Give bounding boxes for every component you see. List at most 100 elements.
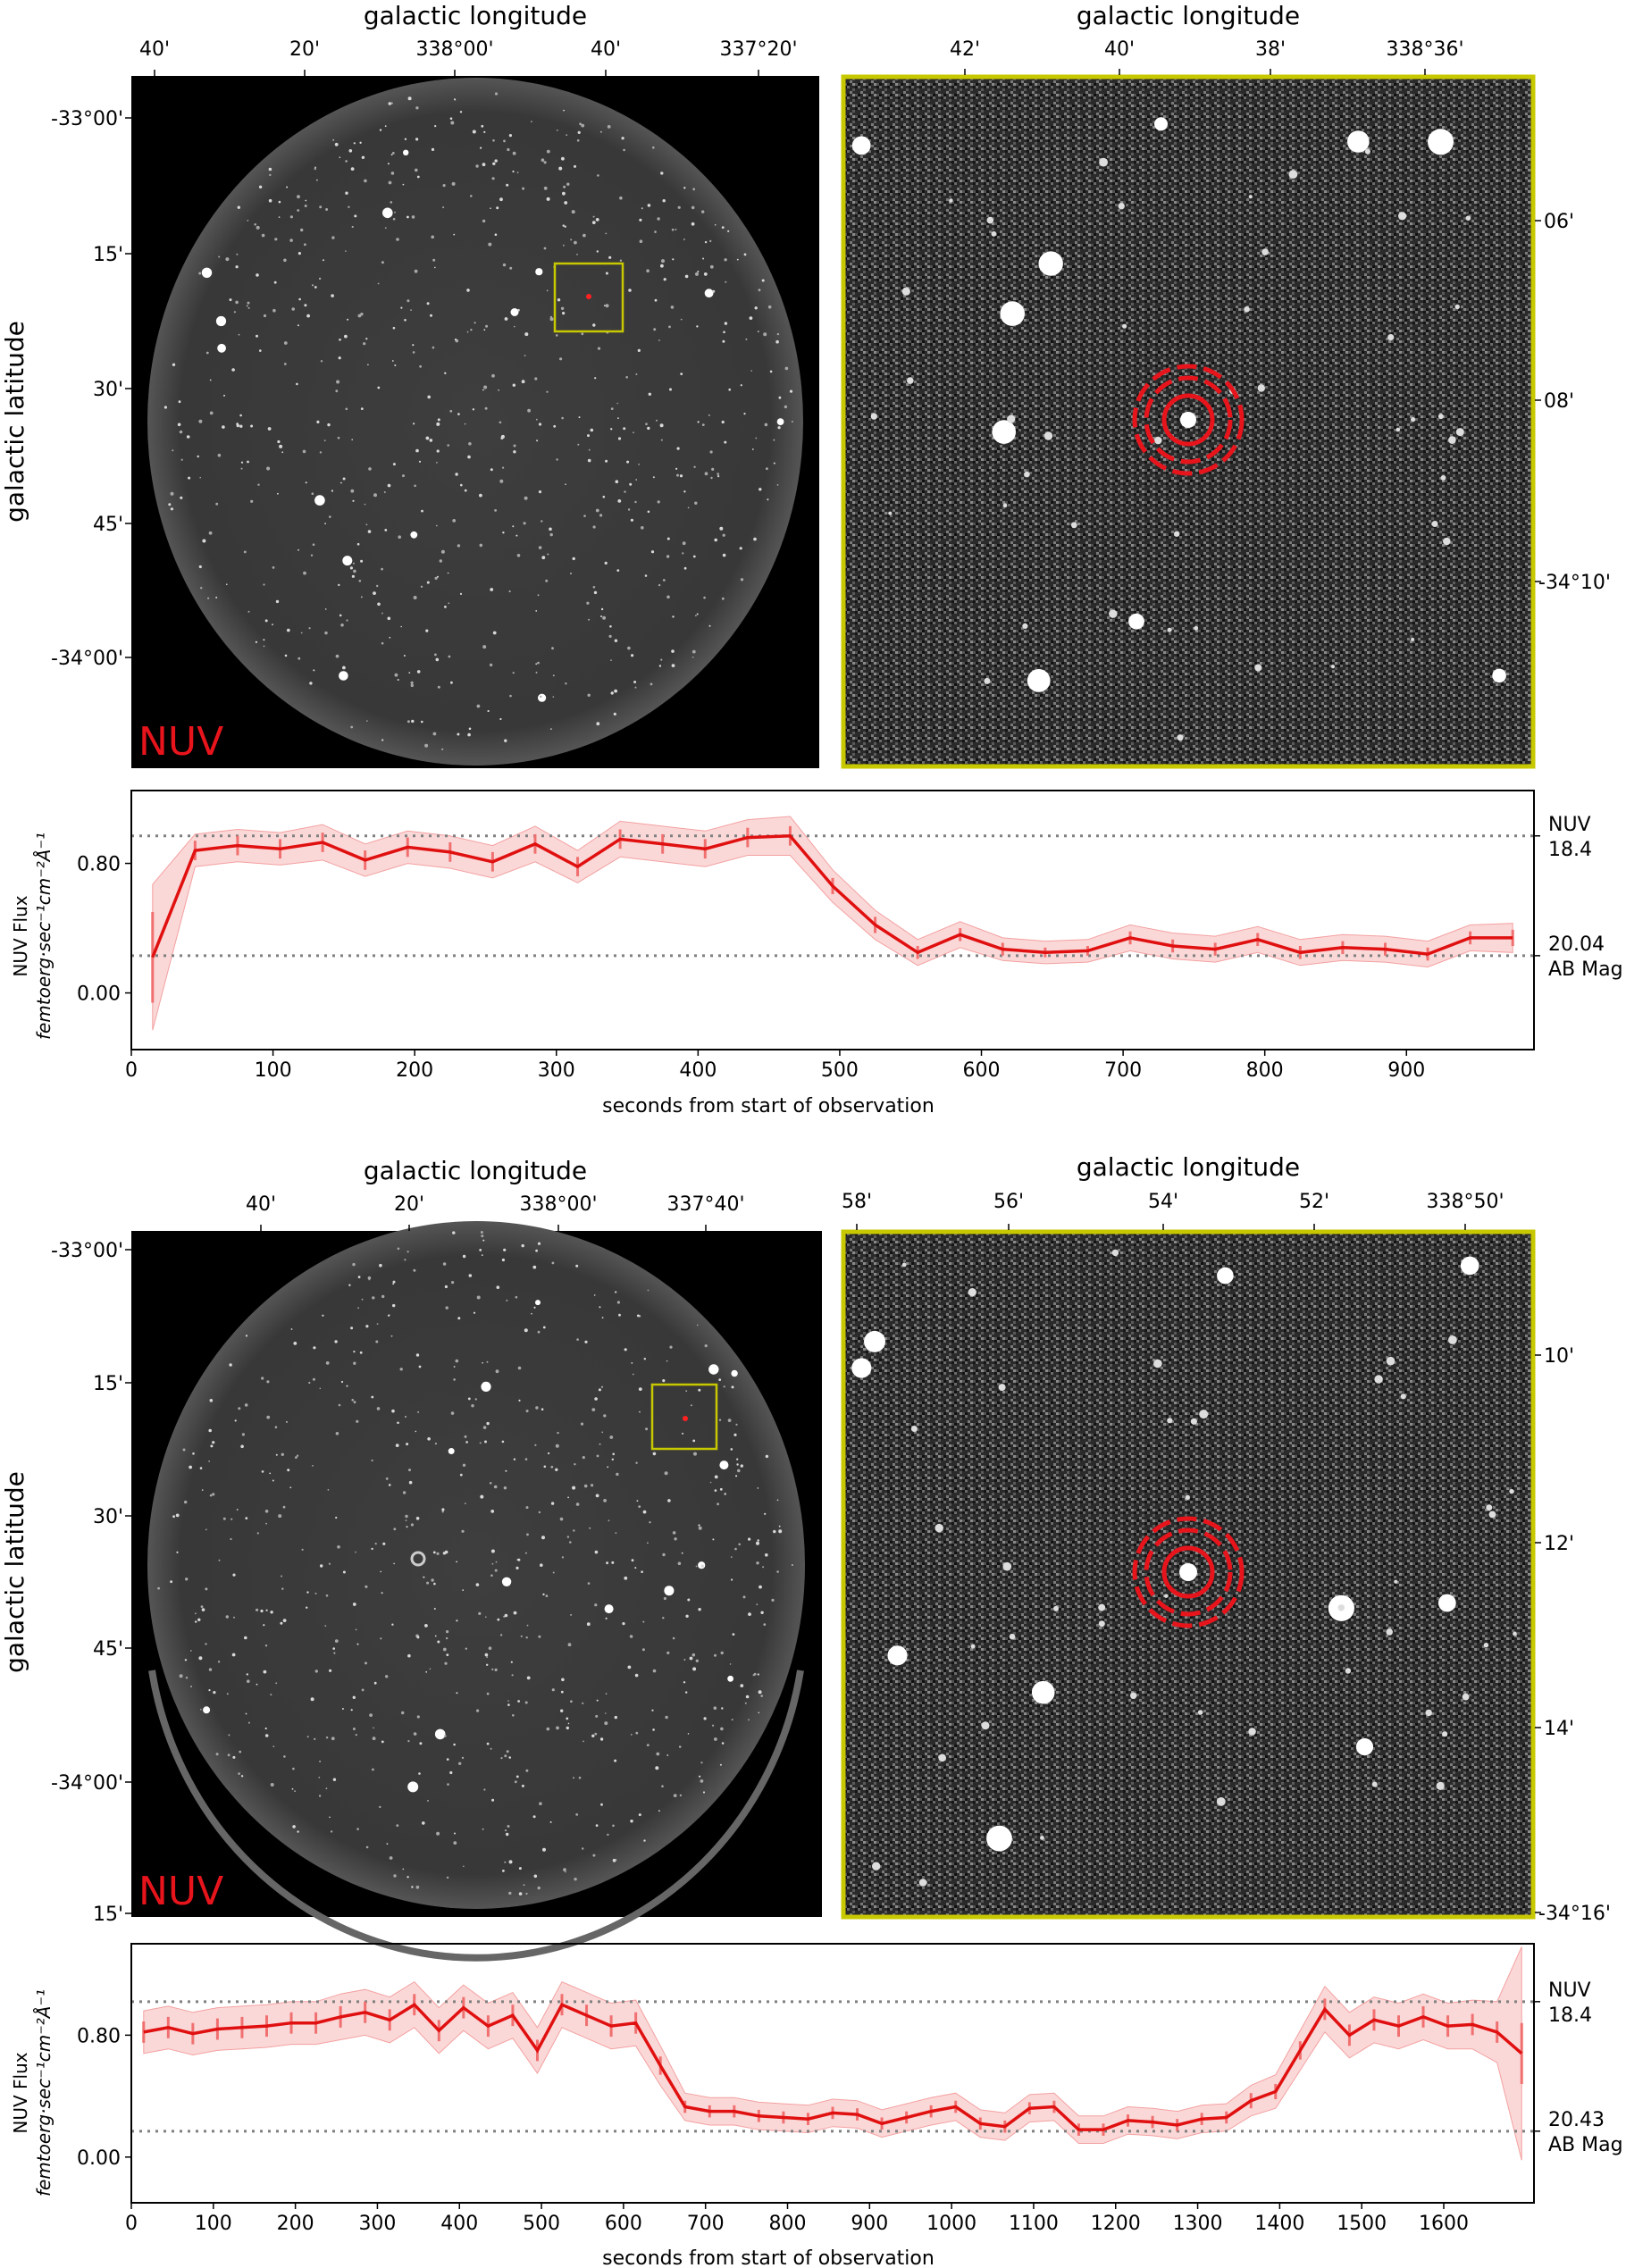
star: [605, 1617, 608, 1619]
star: [1492, 668, 1506, 683]
star: [473, 1311, 476, 1314]
star: [298, 297, 301, 301]
star: [652, 1669, 657, 1673]
star: [494, 92, 499, 96]
star: [870, 413, 877, 420]
star: [751, 448, 754, 450]
star: [501, 1258, 506, 1262]
star: [240, 1775, 244, 1778]
star: [453, 233, 456, 236]
star: [691, 649, 696, 654]
star: [203, 1706, 211, 1714]
star: [180, 458, 183, 461]
star: [610, 407, 614, 410]
star: [301, 1548, 304, 1551]
star: [608, 634, 612, 639]
star: [575, 1813, 579, 1816]
star: [373, 1681, 377, 1685]
star: [357, 1307, 359, 1310]
star: [644, 574, 648, 577]
sky-yticks-1: -33°00' 15' 30' 45' -34°00': [51, 108, 131, 670]
star: [360, 407, 364, 410]
star: [432, 346, 435, 349]
star: [366, 720, 368, 722]
star: [496, 1285, 500, 1289]
star: [1442, 1731, 1448, 1737]
star: [712, 1538, 715, 1541]
sky-ytick-2-3: 45': [93, 1638, 123, 1661]
star: [1437, 1594, 1456, 1612]
zoom-xtick-1-3: 338°36': [1386, 38, 1463, 61]
star: [721, 597, 725, 600]
star: [208, 1428, 212, 1433]
sky-ytick-1-2: 30': [93, 379, 123, 401]
star: [740, 1464, 743, 1468]
star: [1513, 1631, 1517, 1636]
star: [505, 1469, 507, 1472]
star: [391, 360, 394, 362]
star: [278, 200, 281, 204]
star: [523, 522, 526, 525]
star: [524, 355, 526, 356]
lc-ylabel-line1-1: NUV Flux: [10, 895, 31, 976]
star: [382, 1542, 386, 1545]
star: [685, 1390, 688, 1393]
sky-ylabel-2: galactic latitude: [0, 1471, 29, 1673]
star: [766, 467, 768, 471]
star: [683, 566, 687, 570]
star: [503, 139, 506, 143]
star: [172, 449, 174, 452]
star: [439, 559, 442, 563]
star: [286, 1421, 288, 1423]
star: [263, 645, 265, 648]
star: [387, 616, 391, 621]
star: [408, 672, 411, 674]
star: [1002, 1561, 1012, 1571]
star: [698, 1608, 701, 1611]
star: [385, 1675, 389, 1678]
sky-field-1: [147, 78, 803, 766]
star: [615, 1532, 617, 1535]
star: [698, 1524, 700, 1527]
star: [586, 1622, 591, 1627]
star: [704, 289, 714, 298]
star: [719, 1460, 729, 1470]
star: [431, 235, 435, 239]
x-tick-label: 1600: [1419, 2213, 1469, 2235]
star: [365, 338, 368, 340]
star: [467, 732, 471, 737]
star: [517, 1366, 522, 1370]
star: [230, 1518, 233, 1520]
star: [549, 532, 553, 537]
star: [664, 1586, 675, 1596]
star: [784, 366, 789, 371]
star: [633, 681, 637, 683]
star: [312, 1377, 315, 1381]
star: [454, 1832, 456, 1835]
star: [314, 495, 325, 506]
lc-xlabel-2: seconds from start of observation: [602, 2247, 935, 2268]
star: [451, 1281, 455, 1285]
star: [357, 314, 362, 318]
zoom-image-2: galactic longitude 58' 56' 54' 52' 338°5…: [841, 1152, 1611, 1925]
star: [198, 419, 203, 423]
star: [454, 98, 457, 101]
star: [466, 331, 469, 333]
star: [604, 1721, 608, 1726]
star: [474, 1398, 477, 1401]
star: [373, 493, 377, 498]
star: [390, 102, 393, 105]
star: [542, 1326, 546, 1329]
star: [467, 1397, 471, 1401]
star: [789, 389, 793, 393]
star: [205, 1587, 208, 1591]
flux-line: [143, 2002, 1523, 2131]
star: [578, 1776, 582, 1779]
star: [256, 334, 258, 338]
star: [776, 1499, 779, 1502]
band-label-1: NUV: [138, 719, 223, 765]
star: [499, 197, 503, 202]
star: [541, 158, 545, 162]
star: [1462, 1693, 1470, 1701]
